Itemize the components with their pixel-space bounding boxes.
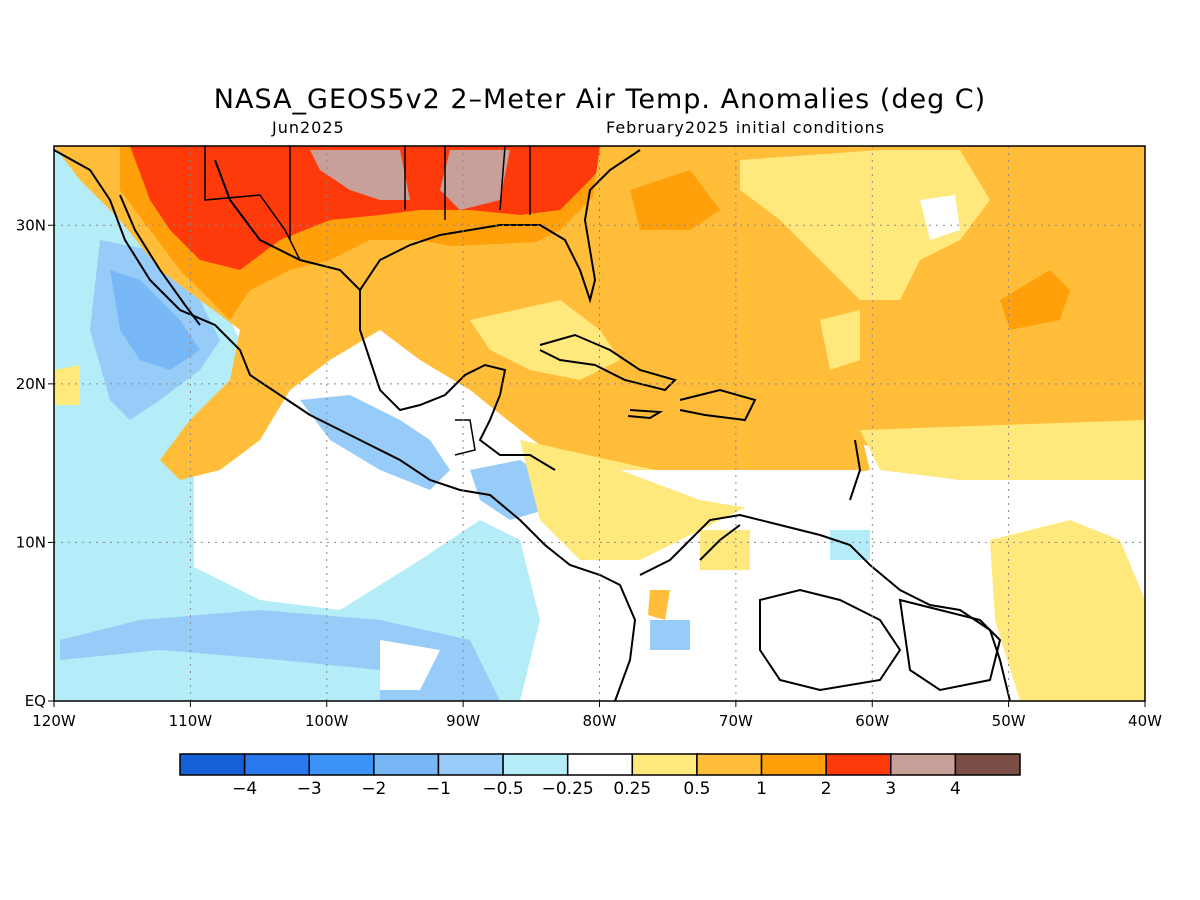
colorbar-swatch bbox=[760, 753, 827, 776]
colorbar-swatch bbox=[890, 753, 957, 776]
colorbar-label: −4 bbox=[232, 779, 257, 799]
lat-label: 20N bbox=[16, 375, 46, 393]
colorbar-swatch bbox=[437, 753, 504, 776]
colorbar-swatch bbox=[308, 753, 375, 776]
lon-label: 100W bbox=[305, 712, 349, 730]
colorbar-label: 2 bbox=[821, 779, 832, 799]
graticule bbox=[54, 146, 1145, 701]
lat-label: EQ bbox=[25, 692, 46, 710]
colorbar-label: −3 bbox=[297, 779, 322, 799]
colorbar-label: 1 bbox=[756, 779, 767, 799]
longitude-axis: 120W 110W 100W 90W 80W 70W 60W 50W 40W bbox=[32, 701, 1162, 730]
lon-label: 40W bbox=[1128, 712, 1162, 730]
lat-label: 30N bbox=[16, 216, 46, 234]
valid-month-label: Jun2025 bbox=[272, 118, 345, 137]
colorbar-swatch bbox=[373, 753, 440, 776]
political-borders bbox=[204, 145, 531, 456]
colorbar-label: −0.5 bbox=[482, 779, 523, 799]
lon-label: 110W bbox=[169, 712, 213, 730]
colorbar-swatch bbox=[566, 753, 634, 776]
init-conditions-label: February2025 initial conditions bbox=[606, 118, 886, 137]
colorbar-swatch bbox=[696, 753, 763, 776]
colorbar-label: −2 bbox=[361, 779, 386, 799]
colorbar: −4 −3 −2 −1 −0.5 −0.25 0.25 0.5 1 2 3 4 bbox=[179, 753, 1021, 799]
map-title: NASA_GEOS5v2 2–Meter Air Temp. Anomalies… bbox=[213, 84, 987, 115]
lon-label: 70W bbox=[719, 712, 753, 730]
lon-label: 80W bbox=[583, 712, 617, 730]
colorbar-swatch bbox=[243, 753, 310, 776]
anomaly-field bbox=[54, 146, 1145, 701]
colorbar-label: −1 bbox=[426, 779, 451, 799]
colorbar-label: 0.25 bbox=[613, 779, 651, 799]
latitude-axis: EQ 10N 20N 30N bbox=[16, 216, 54, 710]
lon-label: 120W bbox=[32, 712, 76, 730]
colorbar-label: 4 bbox=[950, 779, 961, 799]
colorbar-label: −0.25 bbox=[542, 779, 594, 799]
colorbar-swatch bbox=[502, 753, 569, 776]
colorbar-swatch bbox=[179, 753, 246, 776]
lat-label: 10N bbox=[16, 533, 46, 551]
colorbar-swatch bbox=[825, 753, 892, 776]
lon-label: 50W bbox=[992, 712, 1026, 730]
colorbar-label: 0.5 bbox=[683, 779, 710, 799]
colorbar-label: 3 bbox=[885, 779, 896, 799]
lon-label: 90W bbox=[446, 712, 480, 730]
colorbar-swatch bbox=[954, 753, 1021, 776]
lon-label: 60W bbox=[855, 712, 889, 730]
colorbar-swatch bbox=[631, 753, 698, 776]
